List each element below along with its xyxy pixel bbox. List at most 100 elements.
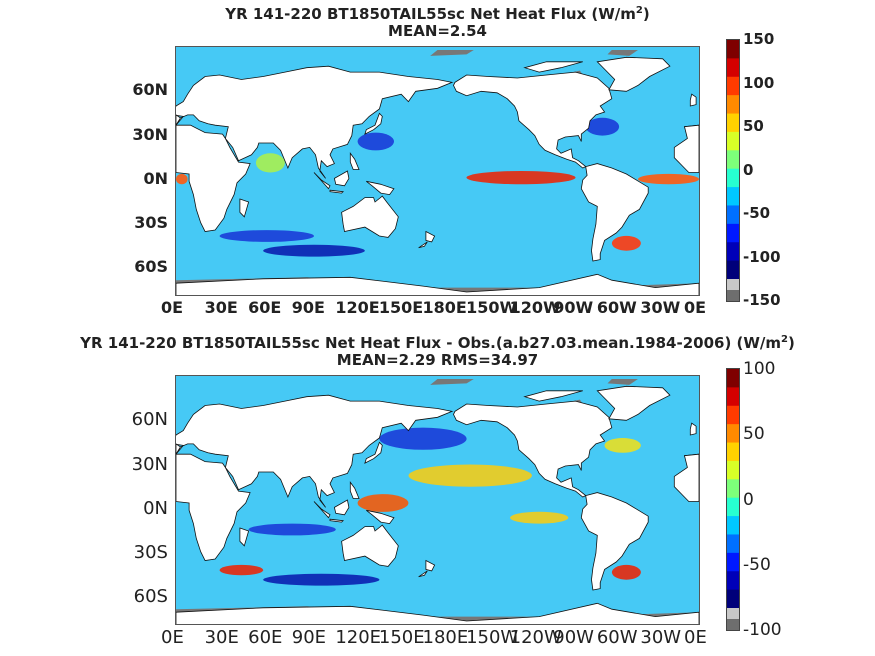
panel2-map bbox=[175, 375, 700, 625]
lon-tick-label: 30W bbox=[640, 298, 681, 317]
panel2-title-sup: 2 bbox=[781, 334, 788, 345]
colorbar-missing-band bbox=[727, 619, 739, 630]
land-16 bbox=[425, 230, 436, 243]
land-10 bbox=[313, 501, 331, 519]
highlight-mid-2 bbox=[408, 464, 532, 487]
colorbar-tick-label: 100 bbox=[743, 73, 775, 92]
land-14 bbox=[349, 152, 360, 170]
highlight-low-5 bbox=[263, 573, 380, 586]
land-1 bbox=[596, 385, 671, 421]
colorbar-band bbox=[727, 187, 739, 206]
land-5 bbox=[673, 453, 699, 502]
panel2-subtitle: MEAN=2.29 RMS=34.97 bbox=[336, 351, 539, 369]
land-17 bbox=[418, 241, 428, 249]
lat-tick-label: 60S bbox=[134, 257, 168, 277]
highlight-mid-8 bbox=[510, 511, 569, 524]
land-1 bbox=[596, 56, 671, 92]
land-18 bbox=[239, 198, 250, 218]
land-0 bbox=[453, 71, 613, 169]
land-8 bbox=[689, 422, 697, 436]
lon-tick-label: 0E bbox=[684, 627, 707, 648]
panel1-colorbar-gradient bbox=[727, 40, 739, 301]
lon-tick-label: 30E bbox=[204, 298, 238, 317]
land-6 bbox=[176, 65, 454, 179]
colorbar-band bbox=[727, 242, 739, 262]
colorbar-band bbox=[727, 131, 739, 151]
lon-tick-label: 60W bbox=[596, 298, 637, 317]
panel1-map bbox=[175, 46, 700, 296]
highlight-high-1 bbox=[638, 173, 699, 185]
highlight-high-0 bbox=[357, 494, 409, 512]
land-15 bbox=[341, 524, 399, 567]
lat-tick-label: 30N bbox=[131, 453, 168, 475]
land-10 bbox=[313, 172, 331, 190]
missing-patch-0 bbox=[430, 50, 474, 56]
panel2-title-main: YR 141-220 BT1850TAIL55sc Net Heat Flux … bbox=[80, 334, 782, 352]
highlight-low-4 bbox=[585, 117, 620, 136]
lat-tick-label: 30S bbox=[134, 213, 168, 233]
colorbar-band bbox=[727, 497, 739, 517]
colorbar-band bbox=[727, 424, 739, 444]
land-2 bbox=[580, 492, 649, 591]
colorbar-band bbox=[727, 223, 739, 243]
colorbar-tick-label: 50 bbox=[743, 117, 764, 135]
lon-tick-label: 120E bbox=[335, 627, 382, 648]
lon-tick-label: 90W bbox=[553, 298, 594, 317]
lon-tick-label: 90E bbox=[291, 627, 327, 648]
colorbar-band bbox=[727, 76, 739, 96]
highlight-high-7 bbox=[611, 564, 641, 580]
colorbar-band bbox=[727, 113, 739, 133]
lon-tick-label: 120E bbox=[335, 298, 380, 317]
colorbar-band bbox=[727, 150, 739, 170]
lon-tick-label: 150E bbox=[378, 627, 425, 648]
highlight-high-6 bbox=[219, 564, 264, 576]
colorbar-tick-label: -150 bbox=[743, 291, 781, 309]
land-6 bbox=[176, 394, 454, 508]
colorbar-band bbox=[727, 260, 739, 280]
colorbar-missing-band bbox=[727, 279, 739, 290]
colorbar-band bbox=[727, 589, 739, 609]
land-15 bbox=[341, 195, 399, 238]
colorbar-band bbox=[727, 369, 739, 388]
lon-tick-label: 0E bbox=[161, 298, 184, 317]
panel2-title-end: ) bbox=[788, 334, 795, 352]
colorbar-missing-band bbox=[727, 290, 739, 301]
panel1-title-end: ) bbox=[642, 5, 650, 23]
land-20 bbox=[523, 390, 583, 402]
panel1-heatmap bbox=[176, 47, 699, 295]
panel1-subtitle: MEAN=2.54 bbox=[388, 22, 487, 40]
lon-tick-label: 180E bbox=[422, 627, 469, 648]
lat-tick-label: 0N bbox=[143, 497, 168, 519]
colorbar-band bbox=[727, 405, 739, 425]
colorbar-band bbox=[727, 205, 739, 225]
land-4 bbox=[176, 453, 251, 561]
colorbar-band bbox=[727, 40, 739, 59]
lat-tick-label: 30S bbox=[133, 542, 168, 564]
land-7 bbox=[176, 114, 181, 126]
lat-tick-label: 60S bbox=[133, 586, 168, 608]
highlight-high-0 bbox=[466, 171, 576, 185]
lon-tick-label: 90W bbox=[553, 627, 594, 648]
lon-tick-label: 180E bbox=[422, 298, 467, 317]
colorbar-tick-label: 150 bbox=[743, 30, 775, 48]
lat-tick-label: 60N bbox=[131, 409, 168, 431]
colorbar-band bbox=[727, 442, 739, 462]
lon-tick-label: 150E bbox=[378, 298, 424, 317]
land-8 bbox=[689, 93, 697, 107]
colorbar-band bbox=[727, 95, 739, 115]
colorbar-band bbox=[727, 571, 739, 591]
lon-tick-label: 150W bbox=[466, 298, 518, 317]
lon-tick-label: 150W bbox=[466, 627, 519, 648]
panel1-title: YR 141-220 BT1850TAIL55sc Net Heat Flux … bbox=[0, 2, 875, 23]
land-11 bbox=[333, 499, 350, 516]
land-20 bbox=[523, 61, 583, 73]
colorbar-tick-label: -100 bbox=[743, 247, 781, 266]
missing-patch-2 bbox=[607, 379, 638, 385]
colorbar-tick-label: -50 bbox=[743, 204, 771, 222]
lon-tick-label: 0E bbox=[684, 298, 707, 317]
highlight-high-8 bbox=[611, 235, 641, 251]
land-14 bbox=[349, 481, 360, 499]
missing-patch-0 bbox=[430, 379, 474, 385]
lat-tick-label: 60N bbox=[132, 80, 168, 100]
colorbar-band bbox=[727, 516, 739, 535]
